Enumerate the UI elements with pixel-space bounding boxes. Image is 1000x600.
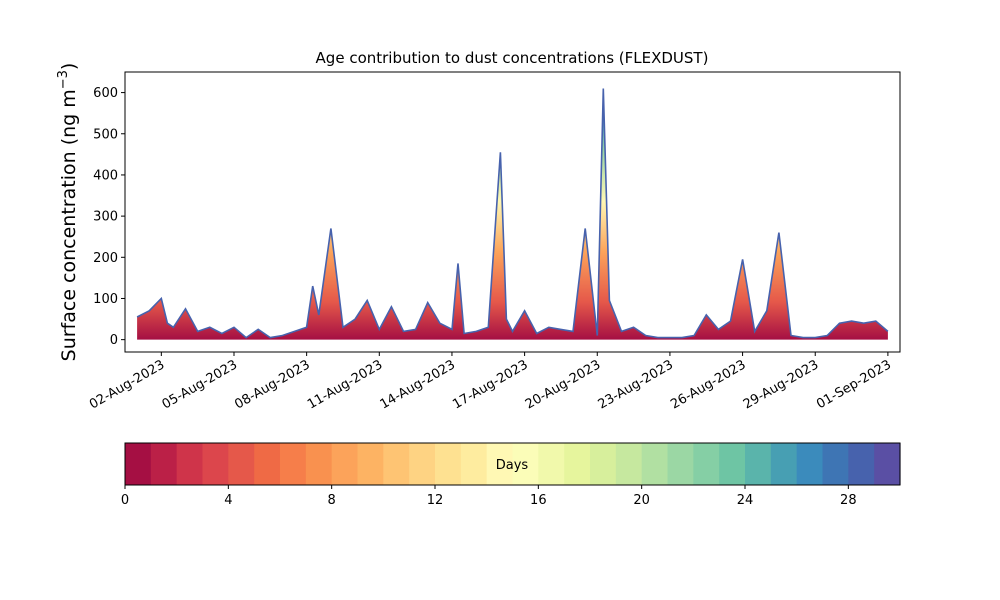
y-tick-label: 500 bbox=[93, 127, 118, 142]
colorbar-segment bbox=[770, 443, 798, 485]
colorbar-segment bbox=[745, 443, 772, 485]
colorbar-tick-label: 16 bbox=[530, 493, 547, 508]
x-tick-label: 20-Aug-2023 bbox=[523, 357, 603, 412]
colorbar-segment bbox=[874, 443, 901, 485]
colorbar-segment bbox=[228, 443, 255, 485]
y-axis: 0 100 200 300 400 500 600 bbox=[93, 86, 125, 348]
y-tick-label: 100 bbox=[93, 292, 118, 307]
stacked-age-areas bbox=[136, 88, 889, 340]
colorbar-segment bbox=[254, 443, 281, 485]
colorbar-segment bbox=[383, 443, 410, 485]
colorbar-segment bbox=[693, 443, 720, 485]
colorbar-frame bbox=[124, 442, 901, 486]
colorbar-segment bbox=[848, 443, 875, 485]
colorbar-segment bbox=[641, 443, 669, 485]
x-tick-label: 08-Aug-2023 bbox=[232, 357, 312, 412]
x-tick-label: 01-Sep-2023 bbox=[814, 357, 894, 412]
colorbar-segment bbox=[176, 443, 204, 485]
colorbar-segment bbox=[615, 443, 643, 485]
colorbar-tick-label: 4 bbox=[224, 493, 232, 508]
y-axis-label-main: Surface concentration (ng m bbox=[58, 89, 80, 361]
colorbar-segment bbox=[280, 443, 307, 485]
x-tick-label: 17-Aug-2023 bbox=[450, 357, 530, 412]
colorbar: 0 4 8 12 16 20 24 28 bbox=[121, 442, 901, 508]
x-axis: 02-Aug-202305-Aug-202308-Aug-202311-Aug-… bbox=[87, 352, 894, 413]
x-tick-label: 23-Aug-2023 bbox=[596, 357, 676, 412]
colorbar-segment bbox=[667, 443, 694, 485]
x-tick-label: 14-Aug-2023 bbox=[378, 357, 458, 412]
y-axis-label-close: ) bbox=[58, 63, 80, 70]
colorbar-segment bbox=[125, 443, 152, 485]
colorbar-segment bbox=[564, 443, 591, 485]
colorbar-segment bbox=[305, 443, 333, 485]
colorbar-segment bbox=[512, 443, 539, 485]
y-tick-label: 600 bbox=[93, 86, 118, 101]
colorbar-segment bbox=[486, 443, 514, 485]
colorbar-tick-label: 8 bbox=[328, 493, 336, 508]
colorbar-tick-label: 12 bbox=[427, 493, 444, 508]
y-tick-label: 300 bbox=[93, 210, 118, 225]
x-tick-label: 11-Aug-2023 bbox=[305, 357, 385, 412]
colorbar-tick-label: 24 bbox=[737, 493, 754, 508]
colorbar-segment bbox=[796, 443, 824, 485]
plot-frame bbox=[124, 71, 901, 353]
colorbar-segment bbox=[357, 443, 384, 485]
colorbar-segment bbox=[460, 443, 488, 485]
x-tick-label: 02-Aug-2023 bbox=[87, 357, 167, 412]
total-concentration-line bbox=[136, 88, 889, 339]
colorbar-segment bbox=[719, 443, 746, 485]
colorbar-segment bbox=[435, 443, 462, 485]
y-tick-label: 0 bbox=[110, 333, 118, 348]
colorbar-tick-label: 20 bbox=[633, 493, 650, 508]
colorbar-segment bbox=[409, 443, 436, 485]
colorbar-segment bbox=[538, 443, 565, 485]
age-stack-area bbox=[137, 88, 888, 340]
colorbar-tick-label: 28 bbox=[840, 493, 857, 508]
colorbar-segment bbox=[202, 443, 229, 485]
y-tick-label: 200 bbox=[93, 251, 118, 266]
colorbar-label: Days bbox=[496, 458, 529, 473]
colorbar-segment bbox=[822, 443, 849, 485]
chart-title: Age contribution to dust concentrations … bbox=[316, 49, 709, 67]
x-tick-label: 29-Aug-2023 bbox=[741, 357, 821, 412]
y-tick-label: 400 bbox=[93, 168, 118, 183]
colorbar-segment bbox=[331, 443, 359, 485]
x-tick-label: 26-Aug-2023 bbox=[668, 357, 748, 412]
x-tick-label: 05-Aug-2023 bbox=[160, 357, 240, 412]
colorbar-segment bbox=[590, 443, 617, 485]
colorbar-tick-label: 0 bbox=[121, 493, 129, 508]
y-axis-label-exponent: −3 bbox=[56, 70, 71, 89]
y-axis-label: Surface concentration (ng m−3) bbox=[56, 63, 80, 362]
colorbar-segment bbox=[150, 443, 178, 485]
